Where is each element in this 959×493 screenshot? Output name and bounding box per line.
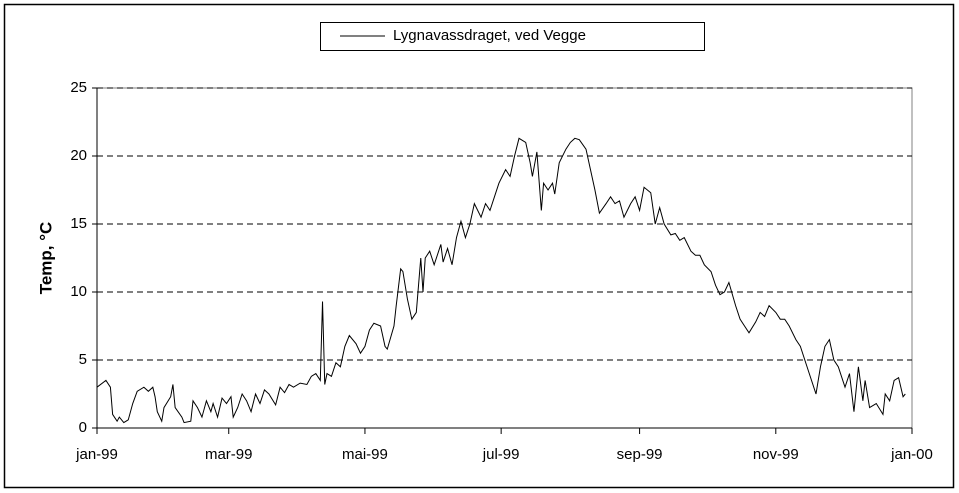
y-tick-label: 25 xyxy=(70,79,87,96)
y-tick-label: 10 xyxy=(70,283,87,300)
x-tick-label: jul-99 xyxy=(482,446,520,463)
plot-area xyxy=(96,87,913,429)
data-line xyxy=(96,137,906,424)
x-tick-label: jan-00 xyxy=(890,446,933,463)
y-tick-label: 20 xyxy=(70,147,87,164)
y-axis-title: Temp, °C xyxy=(36,222,55,295)
x-tick-label: sep-99 xyxy=(617,446,663,463)
legend-label: Lygnavassdraget, ved Vegge xyxy=(393,27,586,44)
y-tick-label: 5 xyxy=(79,351,87,368)
y-tick-label: 15 xyxy=(70,215,87,232)
y-tick-label: 0 xyxy=(79,419,87,436)
x-tick-label: mai-99 xyxy=(342,446,388,463)
x-tick-label: nov-99 xyxy=(753,446,799,463)
x-tick-label: mar-99 xyxy=(205,446,253,463)
x-tick-label: jan-99 xyxy=(75,446,118,463)
